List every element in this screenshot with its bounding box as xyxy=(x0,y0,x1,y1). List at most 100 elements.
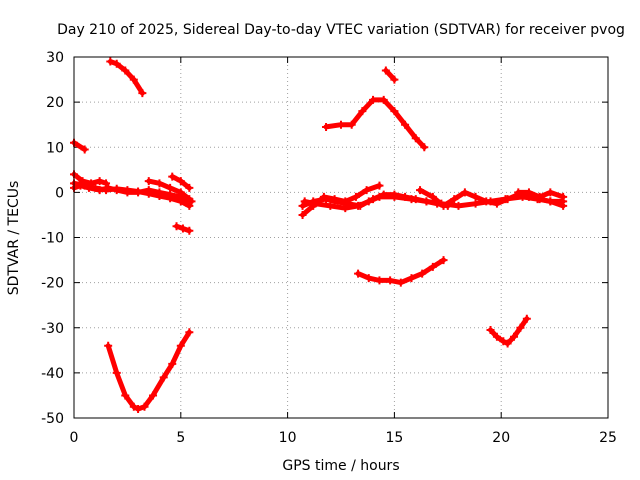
data-point xyxy=(168,359,177,368)
data-point xyxy=(185,226,194,235)
data-point xyxy=(134,404,143,413)
y-tick-label: 0 xyxy=(55,185,64,201)
data-point xyxy=(439,201,448,210)
data-point xyxy=(510,332,519,341)
data-point xyxy=(411,134,420,143)
data-point xyxy=(351,192,360,201)
data-point xyxy=(155,179,164,188)
data-point xyxy=(390,107,399,116)
data-point xyxy=(407,274,416,283)
x-tick-label: 10 xyxy=(279,430,297,446)
y-axis-label: SDTVAR / TECUs xyxy=(6,181,22,296)
y-tick-label: 10 xyxy=(46,140,64,156)
y-tick-label: -50 xyxy=(41,411,64,427)
series-arc-11 xyxy=(383,68,397,83)
series-arc-2 xyxy=(107,59,145,96)
x-axis-label: GPS time / hours xyxy=(282,458,399,474)
data-point xyxy=(80,145,89,154)
data-point xyxy=(102,186,111,195)
data-point xyxy=(168,172,177,181)
data-point xyxy=(354,201,363,210)
data-point xyxy=(106,57,115,66)
data-point xyxy=(418,269,427,278)
data-point xyxy=(492,332,501,341)
data-point xyxy=(503,339,512,348)
data-point xyxy=(450,195,459,204)
x-tick-label: 15 xyxy=(385,430,403,446)
data-point xyxy=(514,188,523,197)
data-point xyxy=(375,276,384,285)
data-point xyxy=(176,197,185,206)
data-point xyxy=(176,341,185,350)
data-point xyxy=(337,120,345,129)
chart-title: Day 210 of 2025, Sidereal Day-to-day VTE… xyxy=(57,22,625,38)
data-point xyxy=(140,402,149,411)
data-point xyxy=(535,192,544,201)
data-point xyxy=(185,183,194,192)
data-point xyxy=(102,179,111,188)
data-point xyxy=(364,197,373,206)
data-point xyxy=(375,181,384,190)
data-point xyxy=(134,187,143,196)
data-point xyxy=(319,192,328,201)
data-point xyxy=(185,195,194,204)
data-point xyxy=(362,186,371,195)
data-point xyxy=(390,192,399,201)
y-tick-labels: -50 -40 -30 -20 -10 0 10 20 30 xyxy=(41,50,64,427)
data-point xyxy=(522,314,531,323)
data-point xyxy=(358,107,367,116)
plot-frame xyxy=(73,56,609,419)
data-point xyxy=(166,183,175,192)
x-tick-labels: 0 5 10 15 20 25 xyxy=(70,430,617,446)
data-point xyxy=(546,197,555,206)
data-point xyxy=(386,276,395,285)
data-point xyxy=(482,197,491,206)
data-point xyxy=(341,204,350,213)
x-tick-label: 5 xyxy=(176,430,185,446)
data-point xyxy=(129,402,138,411)
data-point xyxy=(91,183,100,192)
y-tick-label: 20 xyxy=(46,95,64,111)
data-point xyxy=(149,391,158,400)
grid xyxy=(74,57,608,418)
data-point xyxy=(364,274,373,283)
data-point xyxy=(559,201,568,210)
data-point xyxy=(121,66,130,75)
data-point xyxy=(155,191,164,200)
data-point xyxy=(454,201,463,210)
data-point xyxy=(347,120,356,129)
y-tick-label: -20 xyxy=(41,276,64,292)
data-point xyxy=(112,368,121,377)
data-point xyxy=(381,66,390,75)
x-tick-label: 25 xyxy=(599,430,617,446)
data-point xyxy=(159,373,168,382)
y-tick-label: -30 xyxy=(41,321,64,337)
data-point xyxy=(428,262,437,271)
data-point xyxy=(138,89,147,98)
data-point xyxy=(185,328,194,337)
data-point xyxy=(178,224,187,233)
data-point xyxy=(401,120,410,129)
data-point xyxy=(311,199,320,208)
data-point xyxy=(420,143,429,152)
data-point xyxy=(416,186,425,195)
data-point xyxy=(396,278,405,287)
data-point xyxy=(123,186,132,195)
data-point xyxy=(375,192,384,201)
data-point xyxy=(460,188,469,197)
data-point xyxy=(298,210,307,219)
data-point xyxy=(172,222,181,231)
data-point xyxy=(300,197,309,206)
x-tick-label: 0 xyxy=(70,430,79,446)
data-point xyxy=(322,122,331,131)
data-point xyxy=(390,75,399,84)
data-point xyxy=(176,188,185,197)
data-point xyxy=(144,189,153,198)
data-point xyxy=(112,59,121,68)
data-point xyxy=(95,177,104,186)
data-point xyxy=(341,197,350,206)
data-point xyxy=(185,201,194,210)
data-point xyxy=(516,323,525,332)
data-point xyxy=(407,195,416,204)
